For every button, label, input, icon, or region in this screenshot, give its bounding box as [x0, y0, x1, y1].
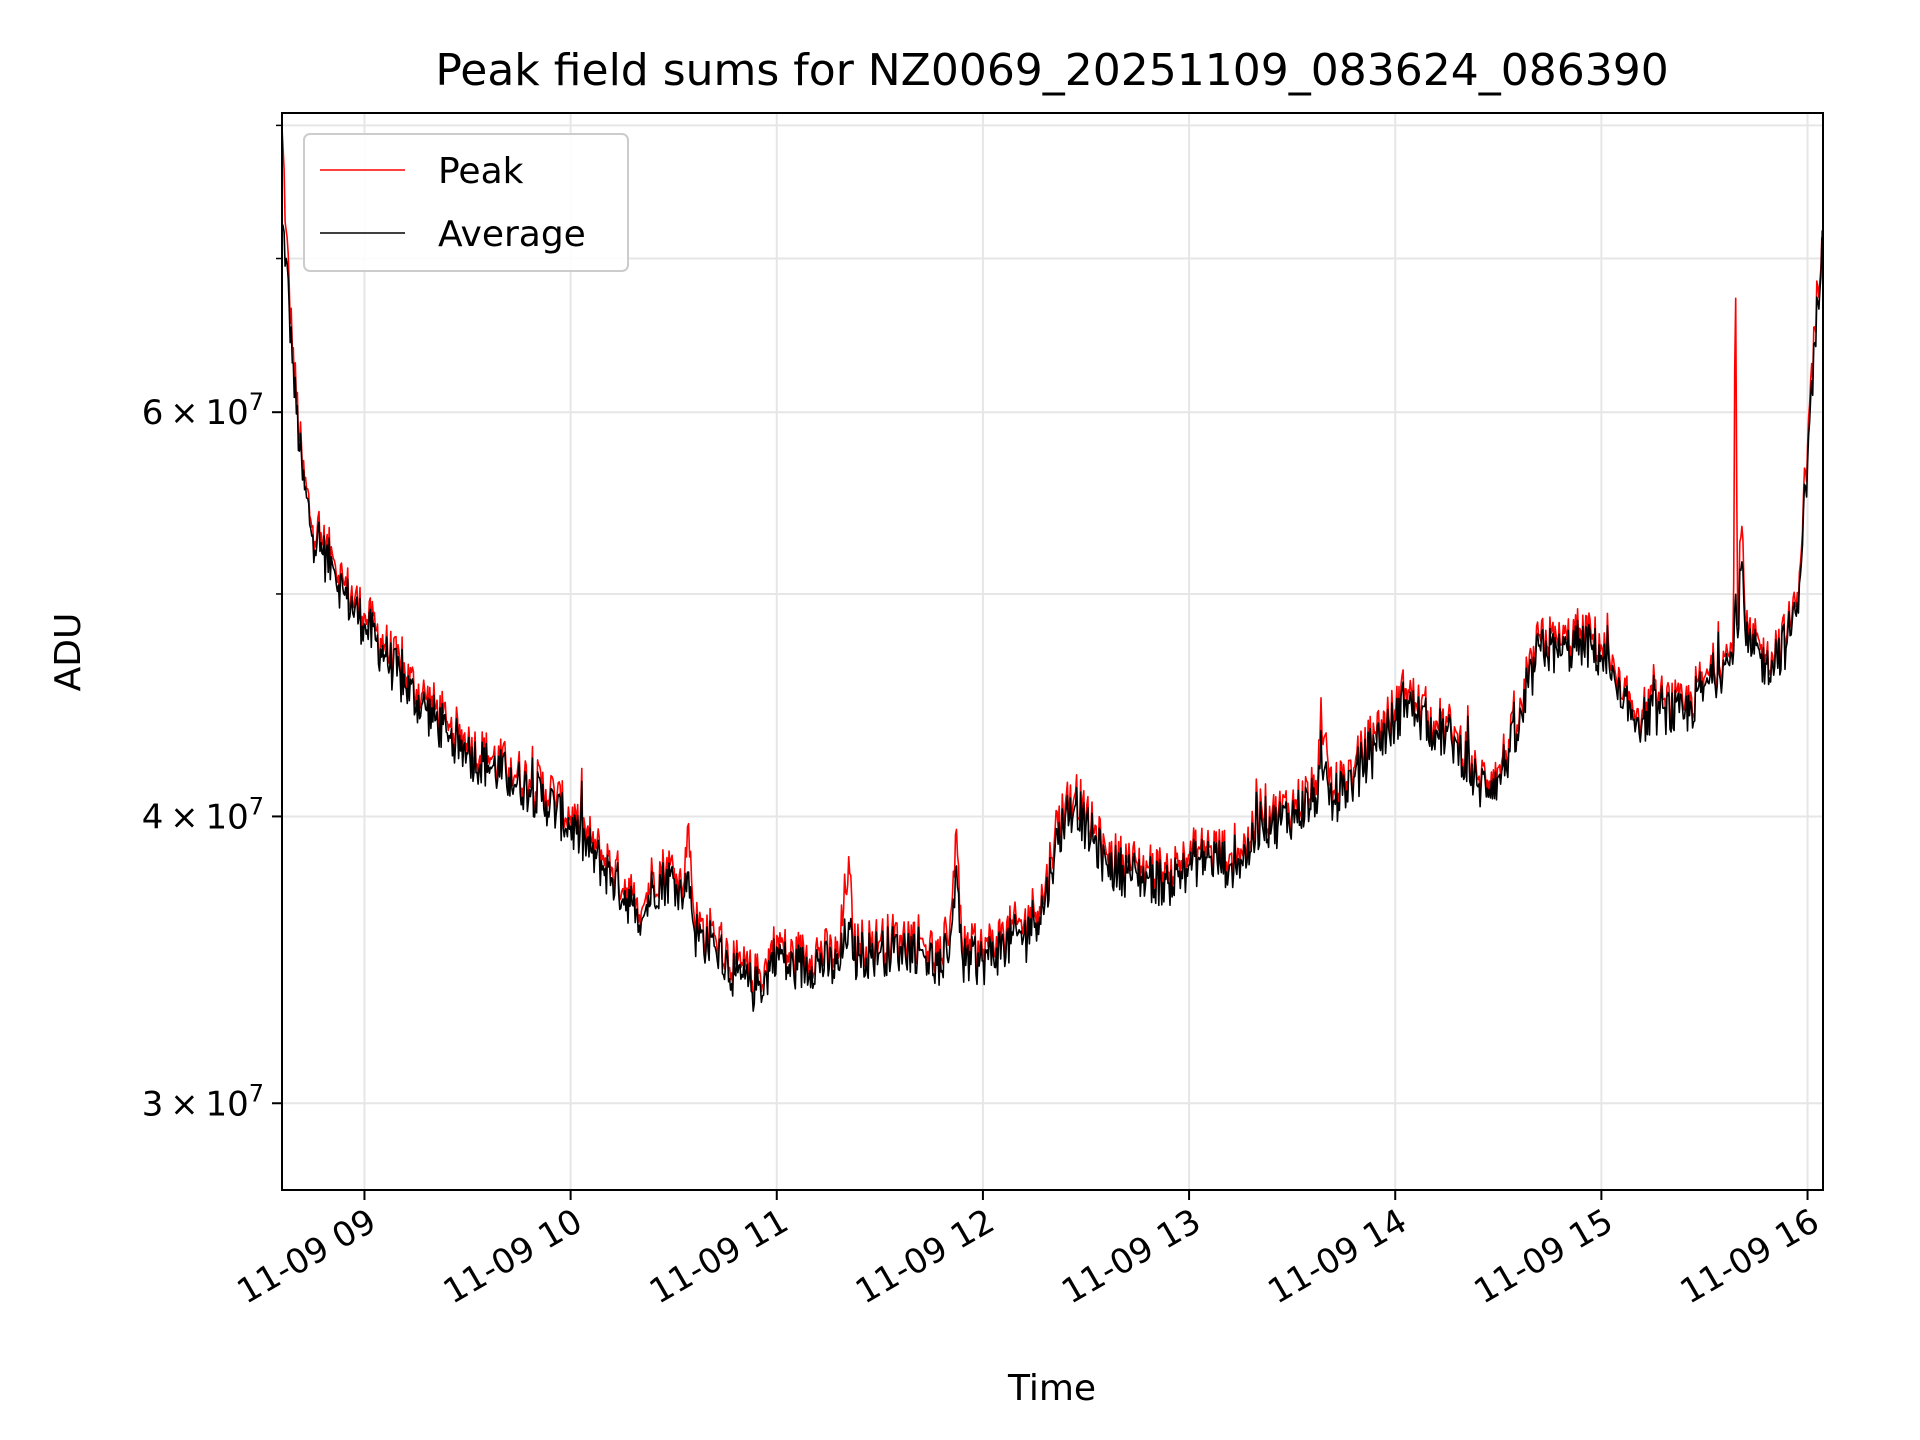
y-tick-label: 6 × 107 — [142, 388, 264, 433]
plot-frame — [281, 112, 1824, 1191]
y-tick-label: 4 × 107 — [142, 792, 264, 837]
series-line-peak — [281, 127, 1823, 1002]
series-layer — [281, 127, 1823, 1012]
legend: Peak Average — [303, 133, 629, 272]
y-tick-label: 3 × 107 — [142, 1079, 264, 1124]
legend-box — [303, 133, 629, 272]
legend-peak-label: Peak — [438, 151, 524, 192]
legend-average-label: Average — [438, 214, 586, 255]
series-line-average — [281, 223, 1823, 1012]
grid — [282, 113, 1823, 1190]
y-axis-ticks: 3 × 107 4 × 107 6 × 107 — [142, 124, 282, 1124]
y-axis-label: ADU — [48, 613, 89, 692]
x-axis-label: Time — [1007, 1368, 1096, 1409]
chart-title: Peak field sums for NZ0069_20251109_0836… — [435, 45, 1668, 96]
